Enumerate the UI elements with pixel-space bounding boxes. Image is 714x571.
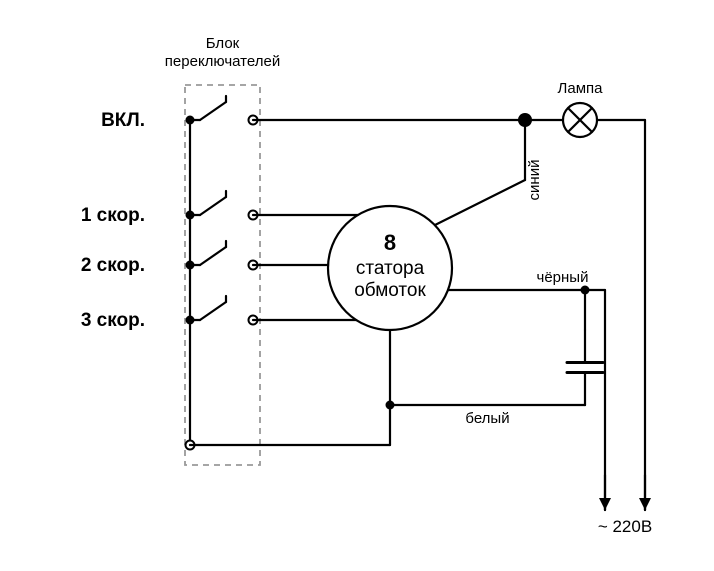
lead-black-label: чёрный xyxy=(537,269,589,286)
switch-block-box xyxy=(185,85,260,465)
label-sp2: 2 скор. xyxy=(81,255,145,276)
motor-line2: статора xyxy=(356,258,425,279)
lead-white-label: белый xyxy=(465,410,509,427)
lamp-label: Лампа xyxy=(558,80,604,97)
mains-arrowhead xyxy=(599,498,611,510)
motor-line3: обмоток xyxy=(354,280,426,301)
switch-block-title-2: переключателей xyxy=(165,53,280,70)
mains-label: ~ 220В xyxy=(598,517,652,536)
mains-arrowhead xyxy=(639,498,651,510)
label-sp1: 1 скор. xyxy=(81,205,145,226)
switch-block-title-1: Блок xyxy=(206,35,240,52)
label-sp3: 3 скор. xyxy=(81,310,145,331)
lead-blue-label: синий xyxy=(526,160,543,201)
label-on: ВКЛ. xyxy=(101,110,145,131)
motor-line1: 8 xyxy=(384,230,396,255)
